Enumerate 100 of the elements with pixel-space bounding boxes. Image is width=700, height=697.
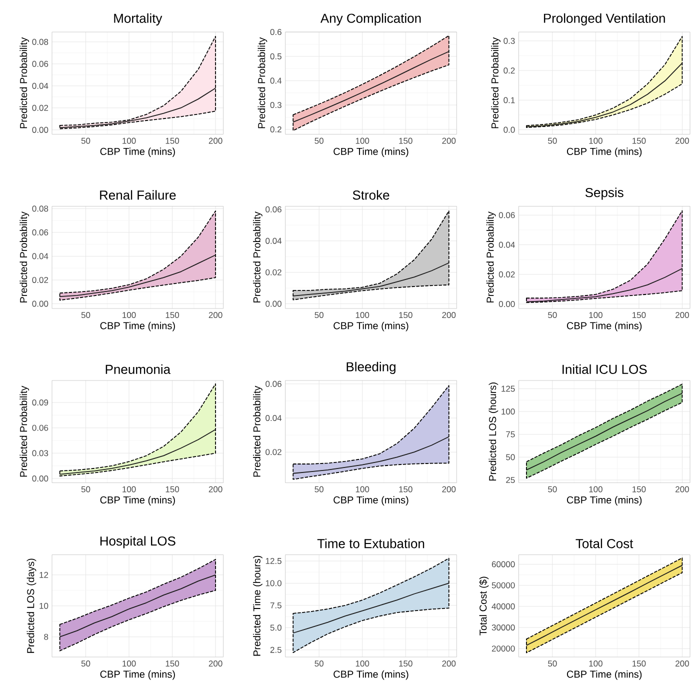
x-tick-label: 100 [122, 138, 136, 144]
y-tick-label: 0.00 [498, 301, 515, 308]
x-tick-label: 50 [548, 486, 557, 492]
x-axis-title: CBP Time (mins) [334, 148, 408, 157]
x-tick-label: 100 [589, 312, 602, 318]
y-tick-label: 25 [506, 477, 515, 484]
x-tick-label: 200 [208, 486, 222, 492]
x-tick-label: 50 [314, 312, 324, 318]
x-axis-title: CBP Time (mins) [334, 496, 408, 506]
x-tick-label: 50 [548, 660, 557, 667]
line-series [526, 392, 683, 470]
chart-title: Sepsis [585, 188, 624, 200]
x-axis-title: CBP Time (mins) [100, 496, 175, 506]
x-tick-label: 150 [632, 312, 646, 318]
y-tick-label: 0.00 [32, 126, 48, 133]
y-tick-label: 0.2 [270, 126, 282, 132]
x-tick-label: 100 [122, 660, 136, 667]
y-tick-label: 0.1 [504, 97, 515, 104]
y-tick-label: 100 [502, 408, 515, 415]
y-tick-label: 0.08 [32, 38, 48, 45]
x-tick-label: 100 [356, 486, 370, 492]
chart-title: Stroke [352, 190, 390, 200]
x-tick-label: 50 [81, 138, 90, 144]
x-tick-label: 100 [122, 312, 136, 318]
y-axis-title: Predicted LOS (hours) [488, 382, 498, 481]
x-tick-label: 200 [208, 312, 222, 318]
y-tick-label: 0.04 [266, 238, 282, 244]
x-tick-label: 150 [399, 312, 412, 318]
x-tick-label: 100 [356, 138, 370, 144]
x-tick-label: 200 [442, 486, 456, 492]
y-tick-label: 75 [506, 431, 515, 438]
y-tick-label: 0.04 [32, 82, 48, 89]
y-tick-label: 0.04 [32, 253, 48, 260]
y-tick-label: 50000 [492, 582, 515, 588]
y-tick-label: 10.0 [266, 580, 282, 586]
y-axis-title: Total Cost ($) [479, 576, 489, 636]
x-axis-title: CBP Time (mins) [566, 670, 642, 680]
y-tick-label: 0.5 [270, 53, 282, 60]
y-tick-label: 12.5 [266, 558, 282, 564]
y-axis-title: Predicted Probability [20, 386, 30, 477]
x-axis-title: CBP Time (mins) [100, 670, 175, 680]
chart-title: Hospital LOS [100, 536, 176, 548]
y-tick-label: 0.2 [504, 68, 515, 74]
x-axis-title: CBP Time (mins) [566, 148, 642, 157]
x-tick-label: 100 [356, 312, 370, 318]
chart-title: Time to Extubation [317, 538, 424, 548]
y-tick-label: 8 [44, 634, 48, 640]
line-series [59, 574, 216, 638]
x-tick-label: 50 [314, 138, 324, 144]
y-tick-label: 0.00 [32, 300, 48, 307]
x-tick-label: 200 [676, 660, 689, 667]
x-tick-label: 50 [314, 660, 324, 667]
x-axis-title: CBP Time (mins) [100, 322, 175, 332]
x-tick-label: 100 [122, 486, 136, 492]
y-tick-label: 0.00 [32, 476, 48, 482]
y-axis-title: Predicted Probability [253, 386, 262, 477]
y-tick-label: 0.6 [270, 29, 282, 36]
x-tick-label: 100 [589, 660, 602, 667]
x-axis-title: CBP Time (mins) [334, 670, 408, 680]
y-tick-label: 0.09 [32, 399, 48, 406]
x-tick-label: 200 [676, 486, 689, 492]
y-axis-title: Predicted Probability [253, 212, 262, 302]
y-tick-label: 30000 [492, 624, 515, 630]
chart-title: Prolonged Ventilation [544, 13, 665, 26]
x-tick-label: 50 [81, 486, 90, 492]
line-series [59, 254, 216, 298]
x-axis-title: CBP Time (mins) [100, 148, 175, 157]
x-axis-title: CBP Time (mins) [334, 322, 408, 332]
line-series [526, 62, 683, 128]
y-tick-label: 0.06 [32, 424, 48, 431]
x-tick-label: 150 [166, 312, 180, 318]
chart-title: Mortality [114, 13, 162, 26]
x-tick-label: 200 [676, 138, 689, 144]
chart-title: Bleeding [346, 362, 396, 374]
x-tick-label: 150 [166, 486, 180, 492]
y-tick-label: 0.02 [498, 271, 515, 278]
y-tick-label: 0.3 [504, 38, 515, 44]
y-tick-label: 0.4 [270, 78, 282, 84]
x-tick-label: 100 [589, 486, 602, 492]
x-tick-label: 150 [632, 486, 646, 492]
y-tick-label: 0.3 [270, 102, 282, 108]
y-tick-label: 12 [40, 572, 48, 578]
x-tick-label: 150 [166, 138, 180, 144]
x-tick-label: 200 [208, 138, 222, 144]
line-series [526, 564, 683, 646]
x-tick-label: 50 [81, 312, 90, 318]
y-tick-label: 5.0 [270, 624, 282, 631]
x-tick-label: 50 [548, 312, 557, 318]
y-axis-title: Predicted Probability [491, 37, 500, 128]
y-tick-label: 60000 [492, 561, 515, 568]
x-tick-label: 150 [166, 660, 180, 667]
x-tick-label: 200 [442, 138, 456, 144]
chart-title: Any Complication [320, 13, 421, 26]
y-tick-label: 0.02 [32, 276, 48, 283]
y-tick-label: 125 [502, 386, 515, 392]
y-axis-title: Predicted Probability [486, 212, 496, 302]
chart-title: Initial ICU LOS [562, 364, 647, 374]
line-series [292, 582, 450, 634]
y-tick-label: 50 [506, 454, 515, 460]
x-tick-label: 100 [356, 660, 370, 667]
